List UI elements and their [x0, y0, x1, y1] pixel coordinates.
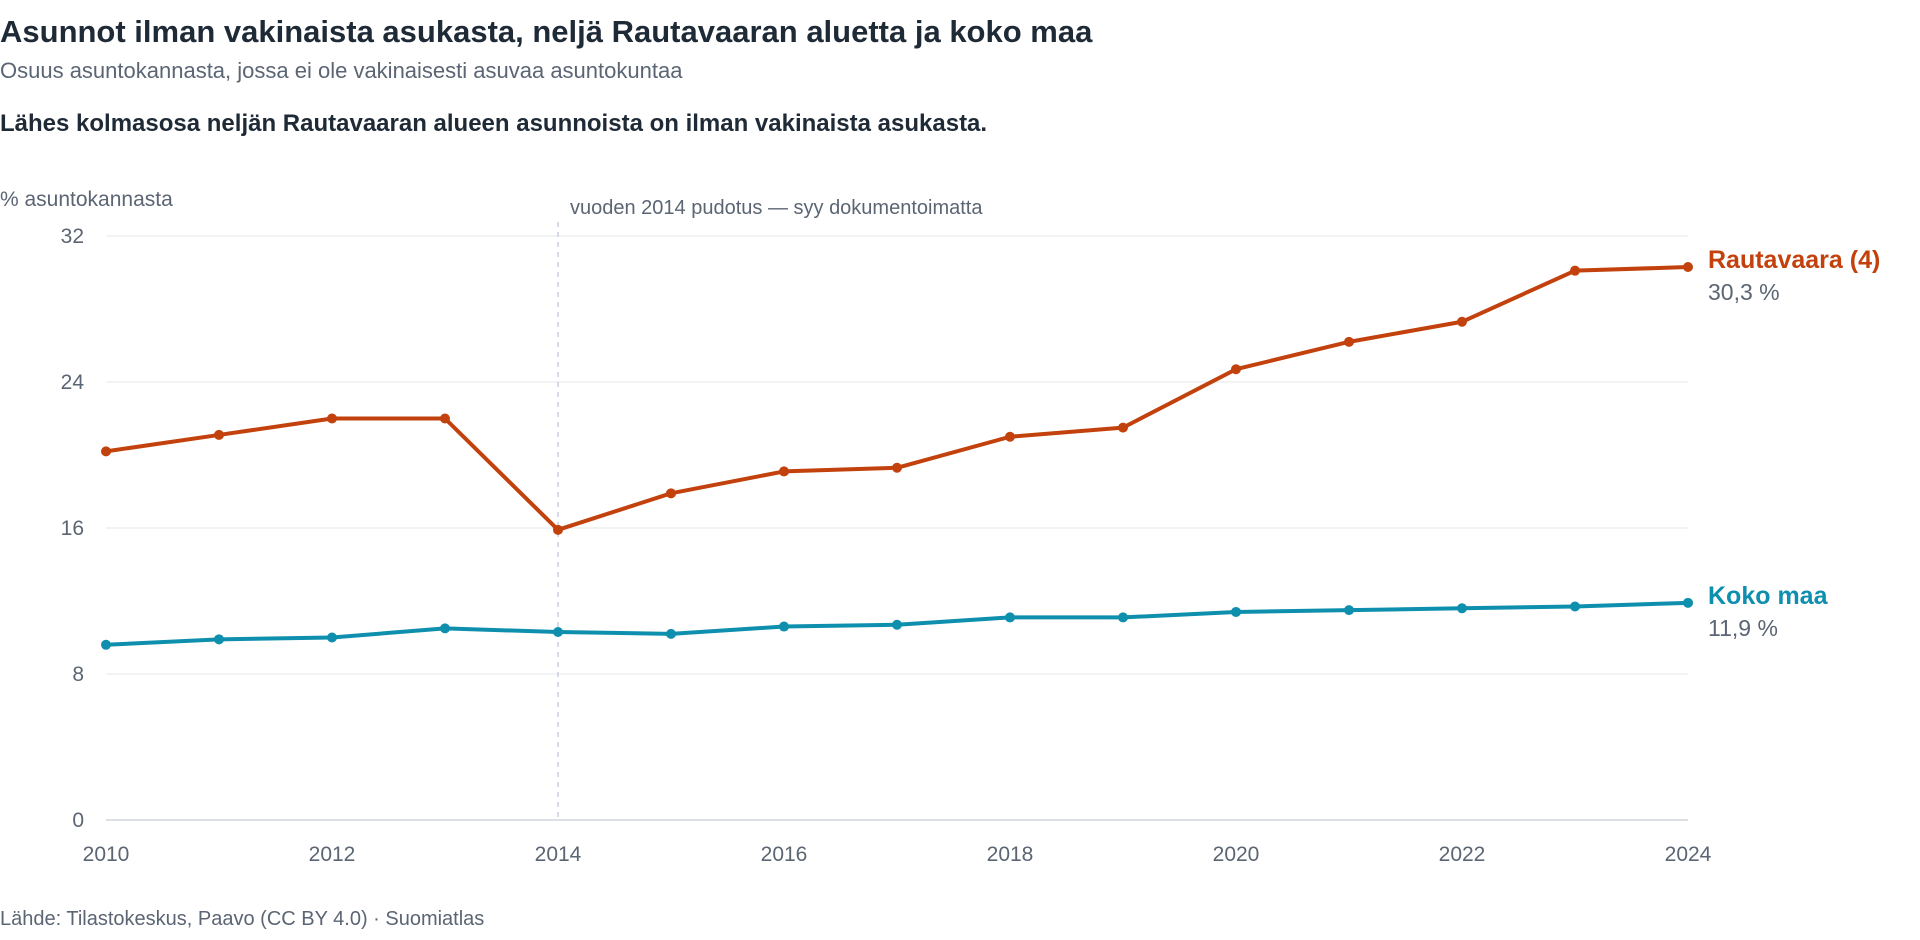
data-point: [327, 413, 337, 424]
data-point: [440, 413, 450, 424]
data-point: [1457, 316, 1467, 327]
data-point: [1683, 262, 1693, 273]
data-point: [214, 634, 224, 645]
series-group: [101, 262, 1693, 650]
chart-insight: Lähes kolmasosa neljän Rautavaaran aluee…: [0, 110, 988, 137]
data-point: [327, 632, 337, 643]
data-point: [892, 462, 902, 473]
series-value-label: 11,9 %: [1708, 615, 1778, 641]
x-tick-label: 2022: [1439, 843, 1486, 866]
chart-subtitle: Osuus asuntokannasta, jossa ei ole vakin…: [0, 58, 683, 83]
y-axis-label: % asuntokannasta: [0, 188, 173, 211]
x-tick-label: 2012: [309, 843, 356, 866]
data-point: [1231, 606, 1241, 617]
data-point: [1570, 601, 1580, 612]
series-name-label: Koko maa: [1708, 582, 1829, 610]
data-point: [553, 524, 563, 535]
data-point: [1457, 603, 1467, 614]
x-tick-label: 2018: [987, 843, 1034, 866]
data-point: [440, 623, 450, 634]
gridlines: [106, 235, 1688, 821]
y-axis-ticks: 0 8 16 24 32: [61, 225, 85, 832]
series-end-labels: Rautavaara (4) 30,3 % Koko maa 11,9 %: [1708, 246, 1880, 641]
annotation-label: vuoden 2014 pudotus — syy dokumentoimatt…: [570, 197, 983, 219]
source-note: Lähde: Tilastokeskus, Paavo (CC BY 4.0) …: [0, 908, 485, 930]
annotation: vuoden 2014 pudotus — syy dokumentoimatt…: [557, 197, 983, 820]
y-tick-label: 16: [61, 517, 84, 540]
data-point: [1231, 364, 1241, 375]
data-point: [779, 466, 789, 477]
x-tick-label: 2020: [1213, 843, 1260, 866]
chart-title: Asunnot ilman vakinaista asukasta, neljä…: [0, 14, 1093, 49]
data-point: [1570, 265, 1580, 276]
data-point: [666, 628, 676, 639]
y-tick-label: 32: [61, 225, 84, 248]
line-chart: 0 8 16 24 32 2010 2012 2014 2016 2018 2020 2022 202…: [0, 188, 1880, 866]
series-line: [104, 265, 1690, 532]
data-point: [101, 446, 111, 457]
x-axis-ticks: 2010 2012 2014 2016 2018 2020 2022 2024: [83, 843, 1712, 866]
data-point: [666, 488, 676, 499]
data-point: [1005, 431, 1015, 442]
y-tick-label: 0: [72, 809, 84, 832]
x-tick-label: 2016: [761, 843, 808, 866]
data-point: [779, 621, 789, 632]
series-value-label: 30,3 %: [1708, 279, 1780, 305]
y-tick-label: 24: [61, 371, 85, 394]
data-point: [553, 627, 563, 638]
x-tick-label: 2024: [1665, 843, 1712, 866]
data-point: [1005, 612, 1015, 623]
series-name-label: Rautavaara (4): [1708, 246, 1880, 274]
data-point: [1344, 605, 1354, 616]
data-point: [214, 429, 224, 440]
y-tick-label: 8: [72, 663, 84, 686]
data-point: [101, 639, 111, 650]
data-point: [1118, 612, 1128, 623]
x-tick-label: 2010: [83, 843, 130, 866]
data-point: [892, 619, 902, 630]
x-tick-label: 2014: [535, 843, 582, 866]
data-point: [1344, 336, 1354, 347]
data-point: [1118, 422, 1128, 433]
data-point: [1683, 597, 1693, 608]
